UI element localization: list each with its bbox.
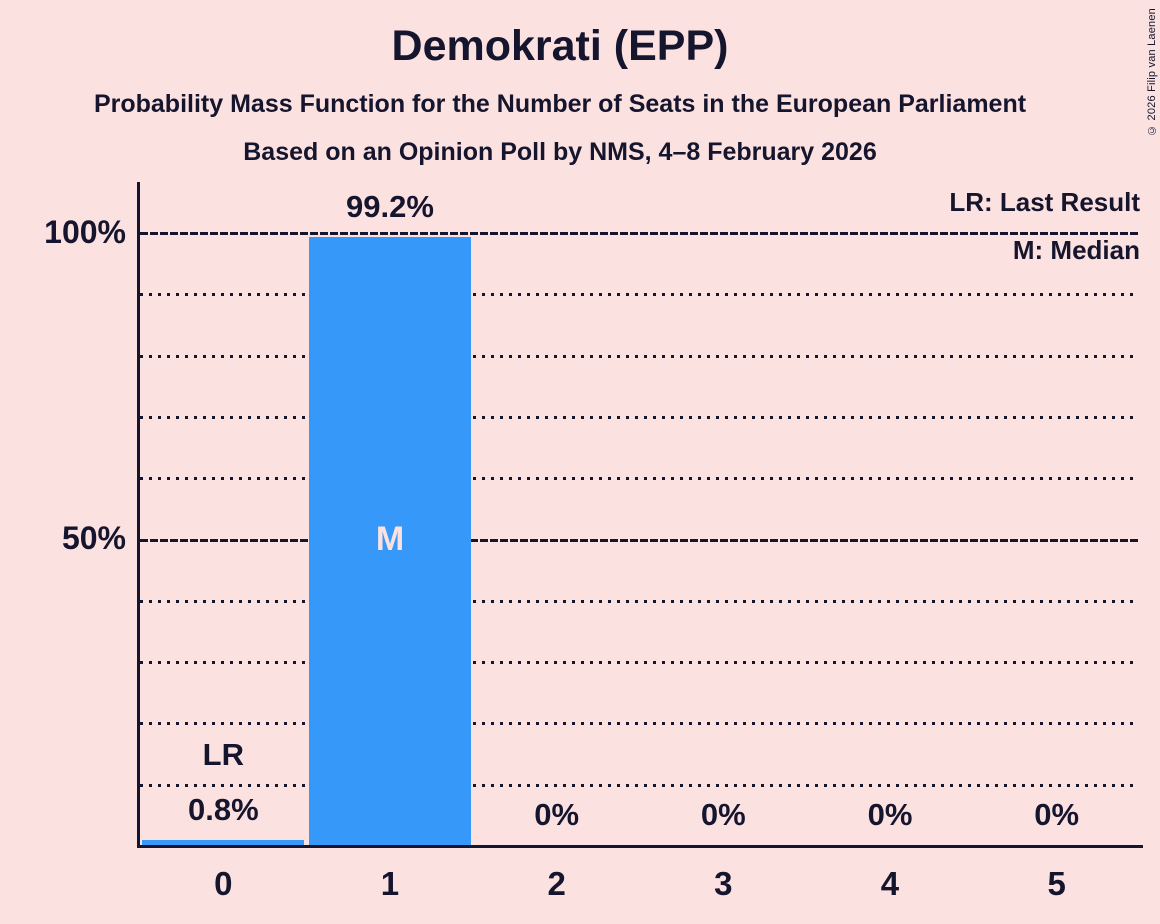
legend-last-result: LR: Last Result <box>949 187 1140 217</box>
x-tick-label-4: 4 <box>880 865 900 902</box>
bar-value-label-5: 0% <box>1034 797 1080 832</box>
x-axis-line <box>137 845 1143 848</box>
bar-value-label-0: 0.8% <box>187 792 259 827</box>
x-tick-label-3: 3 <box>714 865 733 902</box>
bar-seats-1 <box>309 237 471 845</box>
median-annotation: M <box>375 520 405 558</box>
plot-area: 0.8% LR 99.2% M 0% 0% 0% 0% <box>140 182 1140 845</box>
bar-value-label-2: 0% <box>534 797 580 832</box>
gridline-50pct <box>140 539 1138 542</box>
bar-seats-0 <box>142 840 304 845</box>
copyright-text: © 2026 Filip van Laenen <box>1146 8 1158 136</box>
x-tick-label-2: 2 <box>547 865 566 902</box>
gridline-70pct <box>140 416 1138 419</box>
bar-value-label-4: 0% <box>867 797 913 832</box>
chart-title: Demokrati (EPP) <box>391 22 729 70</box>
gridline-10pct <box>140 784 1138 787</box>
legend-median: M: Median <box>1012 235 1140 265</box>
y-tick-label-50: 50% <box>61 520 126 556</box>
gridline-30pct <box>140 661 1138 664</box>
gridline-20pct <box>140 722 1138 725</box>
gridline-80pct <box>140 355 1138 358</box>
last-result-annotation: LR <box>202 737 244 772</box>
bar-value-label-1: 99.2% <box>346 189 434 224</box>
y-tick-label-100: 100% <box>44 214 126 250</box>
x-tick-label-1: 1 <box>380 865 400 902</box>
x-tick-label-0: 0 <box>214 865 233 902</box>
y-axis-line <box>137 182 140 848</box>
x-tick-label-5: 5 <box>1047 865 1066 902</box>
chart-subtitle: Probability Mass Function for the Number… <box>93 90 1027 118</box>
gridline-40pct <box>140 600 1138 603</box>
chart-source-line: Based on an Opinion Poll by NMS, 4–8 Feb… <box>243 138 877 166</box>
gridline-60pct <box>140 477 1138 480</box>
x-axis-tick-labels: 0 1 2 3 4 5 <box>140 864 1140 908</box>
gridline-100pct <box>140 232 1138 235</box>
gridline-90pct <box>140 293 1138 296</box>
bar-value-label-3: 0% <box>700 797 746 832</box>
